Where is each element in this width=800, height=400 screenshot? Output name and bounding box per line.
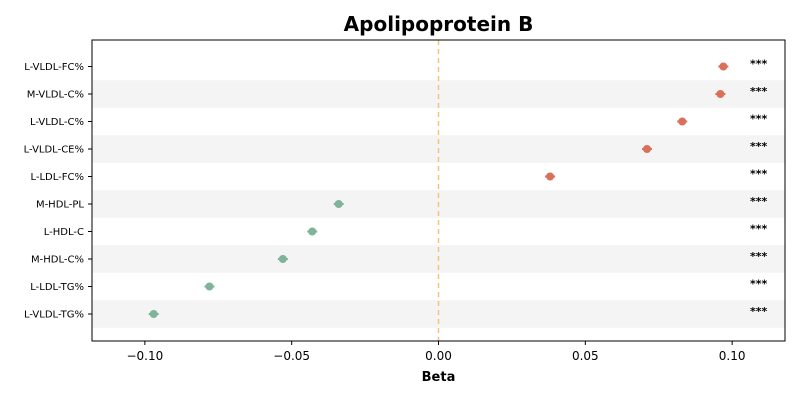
significance-label: *** (750, 223, 768, 236)
significance-label: *** (750, 250, 768, 263)
significance-labels: *** *** *** *** *** *** *** *** *** *** (750, 58, 768, 319)
data-point (149, 310, 158, 318)
y-tick-label: L-VLDL-C% (30, 117, 84, 128)
data-point (642, 145, 651, 153)
data-point (334, 200, 343, 208)
data-point (546, 172, 555, 181)
significance-label: *** (750, 113, 768, 126)
x-tick-label: −0.05 (273, 349, 310, 363)
y-tick-label: L-VLDL-FC% (24, 62, 84, 73)
significance-label: *** (750, 305, 768, 318)
x-tick-label: 0.10 (719, 349, 746, 363)
significance-label: *** (750, 140, 768, 153)
data-point (716, 90, 725, 98)
data-point (308, 227, 317, 236)
y-tick-label: L-LDL-TG% (30, 282, 84, 293)
y-tick-label: M-HDL-C% (31, 255, 84, 266)
data-point (278, 255, 287, 263)
significance-label: *** (750, 168, 768, 181)
x-tick-label: 0.00 (425, 349, 452, 363)
x-tick-label: −0.10 (126, 349, 163, 363)
y-tick-label: L-LDL-FC% (30, 172, 84, 183)
chart-title: Apolipoprotein B (344, 12, 534, 36)
y-tick-label: L-VLDL-TG% (24, 310, 84, 321)
significance-label: *** (750, 195, 768, 208)
y-axis: L-VLDL-FC% M-VLDL-C% L-VLDL-C% L-VLDL-CE% L-… (24, 62, 92, 321)
significance-label: *** (750, 58, 768, 71)
y-tick-label: M-HDL-PL (36, 200, 84, 211)
y-tick-label: L-VLDL-CE% (24, 145, 84, 156)
data-point (678, 117, 687, 126)
data-point (719, 62, 728, 71)
data-point (205, 282, 214, 291)
x-axis-label: Beta (422, 370, 456, 385)
x-axis: −0.10 −0.05 0.00 0.05 0.10 (126, 341, 746, 363)
significance-label: *** (750, 278, 768, 291)
x-tick-label: 0.05 (572, 349, 599, 363)
data-points (148, 62, 729, 318)
significance-label: *** (750, 85, 768, 98)
y-tick-label: M-VLDL-C% (27, 90, 84, 101)
y-tick-label: L-HDL-C (44, 227, 84, 238)
